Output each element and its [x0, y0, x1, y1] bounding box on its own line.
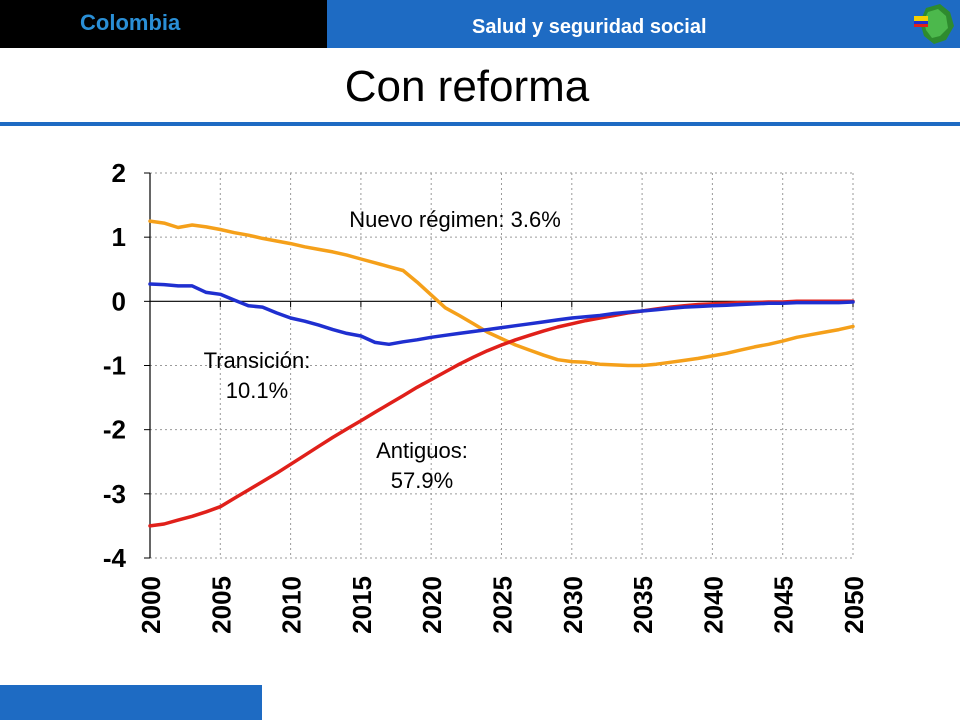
- brand-block: Colombia: [0, 0, 327, 48]
- y-tick-label: -2: [103, 415, 126, 445]
- x-tick-label: 2030: [558, 576, 588, 634]
- series-line-nuevo: [148, 219, 855, 368]
- country-label: Colombia: [80, 10, 181, 35]
- series-line-antiguos: [148, 299, 855, 528]
- annotation-antiguos-label: Antiguos:: [376, 438, 468, 463]
- x-tick-label: 2000: [136, 576, 166, 634]
- y-axis-ticks: 2 1 0 -1 -2 -3 -4: [103, 158, 127, 573]
- series-line-transicion: [148, 282, 855, 347]
- x-tick-label: 2025: [488, 576, 518, 634]
- section-title: Salud y seguridad social: [472, 16, 707, 38]
- header-bar: Colombia Salud y seguridad social: [0, 0, 960, 48]
- x-tick-label: 2020: [417, 576, 447, 634]
- x-tick-label: 2010: [277, 576, 307, 634]
- x-tick-label: 2015: [347, 576, 377, 634]
- colombia-map-flag-icon: [910, 0, 960, 48]
- page-title: Con reforma: [344, 62, 590, 111]
- annotation-transicion-label: Transición:: [204, 348, 311, 373]
- annotation-nuevo-regimen: Nuevo régimen: 3.6%: [349, 207, 561, 232]
- y-tick-label: -4: [103, 543, 127, 573]
- x-axis-ticks: 2000 2005 2010 2015 2020 2025 2030 2035 2040 2045…: [136, 576, 869, 634]
- x-tick-label: 2050: [839, 576, 869, 634]
- section-header: Salud y seguridad social: [327, 0, 960, 48]
- title-divider: [0, 122, 960, 126]
- chart-grid: [150, 172, 854, 559]
- annotation-transicion-value: 10.1%: [226, 378, 288, 403]
- annotation-antiguos-value: 57.9%: [391, 468, 453, 493]
- y-tick-label: 2: [112, 158, 126, 188]
- y-tick-label: -1: [103, 351, 126, 381]
- y-tick-label: 1: [112, 222, 126, 252]
- footer-bar: [0, 685, 262, 720]
- y-tick-label: -3: [103, 479, 126, 509]
- chart-series: [148, 219, 855, 528]
- x-tick-label: 2035: [628, 576, 658, 634]
- x-tick-label: 2040: [698, 576, 728, 634]
- x-tick-label: 2005: [206, 576, 236, 634]
- y-tick-label: 0: [112, 286, 126, 316]
- x-tick-label: 2045: [769, 576, 799, 634]
